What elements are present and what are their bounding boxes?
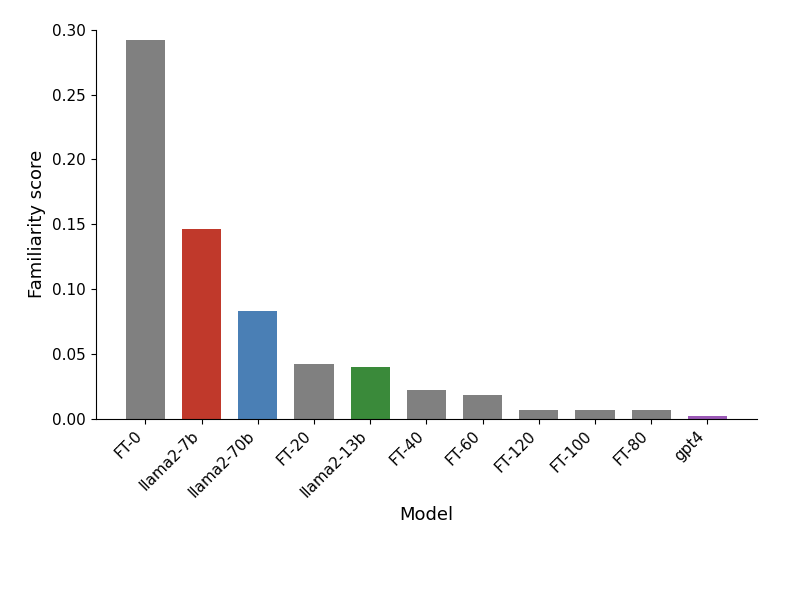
Y-axis label: Familiarity score: Familiarity score xyxy=(29,150,46,298)
Bar xyxy=(182,230,222,419)
Bar xyxy=(519,410,559,419)
Bar xyxy=(351,367,390,419)
Bar xyxy=(463,395,502,419)
X-axis label: Model: Model xyxy=(399,505,453,524)
Bar xyxy=(126,40,165,419)
Bar xyxy=(575,410,614,419)
Bar xyxy=(238,311,277,419)
Bar xyxy=(294,364,334,419)
Bar xyxy=(688,416,727,419)
Bar xyxy=(406,390,446,419)
Bar xyxy=(631,410,671,419)
